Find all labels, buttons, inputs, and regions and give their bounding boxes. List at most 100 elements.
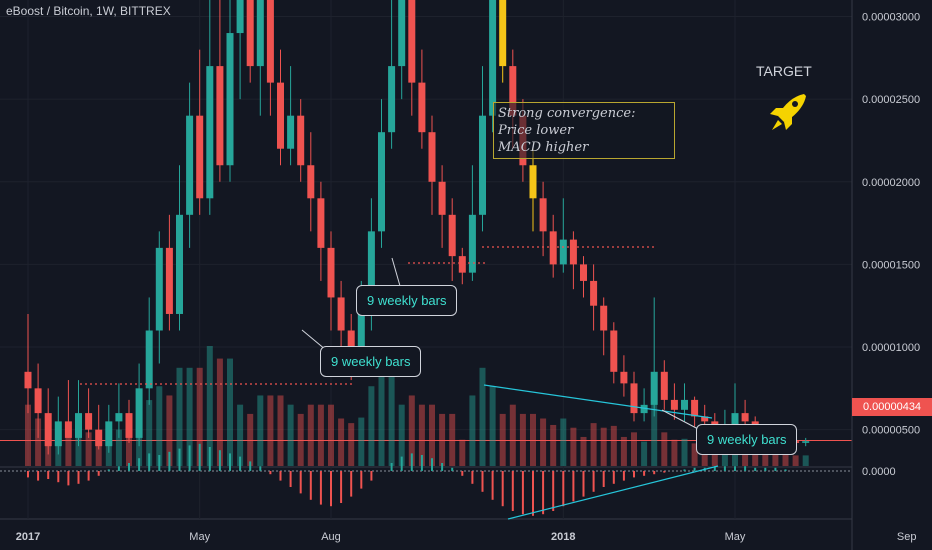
volume-bar	[25, 404, 31, 466]
candle-body	[176, 214, 183, 314]
candle-body	[165, 247, 173, 314]
candle-body	[509, 66, 517, 116]
candle-body	[499, 0, 507, 67]
price-tick-label: 0.00000500	[862, 425, 920, 437]
volume-bar	[711, 446, 718, 466]
macd-bar	[633, 471, 635, 478]
price-trendline	[483, 384, 713, 419]
macd-bar	[97, 471, 100, 476]
candle-body	[630, 383, 638, 414]
candle-body	[367, 231, 375, 314]
candle-body	[34, 388, 42, 414]
macd-bar	[47, 471, 50, 479]
volume-bar	[560, 418, 567, 466]
macd-bar	[117, 466, 120, 471]
candle-body	[226, 33, 234, 166]
candle-body	[681, 399, 688, 410]
candle-body	[125, 413, 133, 438]
macd-bar	[269, 471, 272, 475]
price-tick-label: 0.00003000	[862, 12, 920, 24]
macd-bar	[592, 471, 595, 492]
macd-bar	[542, 471, 545, 515]
volume-bar	[701, 446, 708, 466]
candle-body	[256, 0, 264, 67]
volume-bar	[782, 454, 789, 466]
candle-body	[388, 66, 396, 133]
macd-bar	[461, 471, 464, 476]
macd-bar	[77, 471, 80, 484]
macd-bar	[138, 458, 141, 471]
volume-bar	[499, 413, 506, 466]
macd-bar	[57, 471, 60, 483]
candle-body	[216, 66, 224, 166]
volume-bar	[439, 413, 446, 466]
candle-body	[54, 421, 62, 447]
candle-body	[357, 313, 365, 351]
volume-bar	[530, 413, 536, 466]
macd-bar	[521, 471, 524, 515]
candle-body	[277, 82, 284, 149]
macd-bar	[178, 448, 181, 471]
macd-trendline	[507, 465, 719, 520]
candle-body	[186, 115, 194, 215]
volume-bar	[95, 435, 102, 466]
volume-bar	[35, 418, 42, 466]
macd-bar	[683, 469, 686, 471]
price-tick-label: 0.00002500	[862, 94, 920, 106]
volume-bar	[368, 386, 375, 466]
macd-histogram	[27, 443, 787, 516]
candle-body	[549, 231, 557, 265]
price-axis-bg	[852, 0, 932, 550]
candle-body	[317, 198, 325, 248]
candle-body	[24, 371, 32, 389]
macd-bar	[128, 463, 130, 471]
volume-bar	[449, 413, 456, 466]
macd-bar	[148, 453, 151, 471]
macd-bar	[400, 456, 403, 471]
macd-bar	[259, 466, 262, 471]
candle-body	[428, 132, 436, 182]
macd-bar	[532, 471, 534, 516]
target-label: TARGET	[756, 63, 812, 79]
macd-bar	[653, 471, 656, 475]
candle-body	[398, 0, 406, 67]
macd-bar	[239, 456, 242, 471]
macd-bar	[602, 471, 605, 487]
macd-bar	[37, 471, 40, 481]
volume-bar	[459, 439, 466, 466]
volume-bar	[408, 395, 415, 466]
volume-bar	[620, 436, 627, 466]
time-tick-label: Aug	[321, 531, 341, 543]
candle-body	[85, 413, 93, 430]
candle-body	[529, 165, 537, 199]
candle-body	[640, 404, 648, 414]
candle-body	[802, 441, 810, 443]
candle-body	[650, 371, 658, 405]
macd-bar	[612, 471, 615, 484]
macd-bar	[360, 471, 363, 489]
volume-bar	[802, 455, 809, 466]
candle-body	[266, 0, 274, 83]
macd-bar	[723, 466, 726, 471]
price-tick-label: 0.00001000	[862, 342, 920, 354]
macd-bar	[289, 471, 292, 487]
candle-body	[105, 421, 113, 447]
macd-bar	[501, 471, 504, 507]
macd-bar	[562, 471, 565, 507]
macd-bar	[693, 467, 696, 471]
candle-body	[95, 429, 103, 447]
candle-body	[327, 247, 335, 298]
volume-bar	[247, 413, 254, 466]
candle-body	[155, 247, 163, 331]
macd-bar	[168, 451, 171, 471]
macd-bar	[87, 471, 90, 481]
macd-bar	[229, 453, 231, 471]
volume-bar	[85, 432, 92, 466]
callout-9-weekly-bars-2: 9 weekly bars	[320, 346, 422, 377]
volume-bar	[196, 367, 203, 466]
volume-bar	[580, 436, 587, 466]
volume-bar	[600, 427, 607, 466]
candle-body	[479, 115, 486, 215]
